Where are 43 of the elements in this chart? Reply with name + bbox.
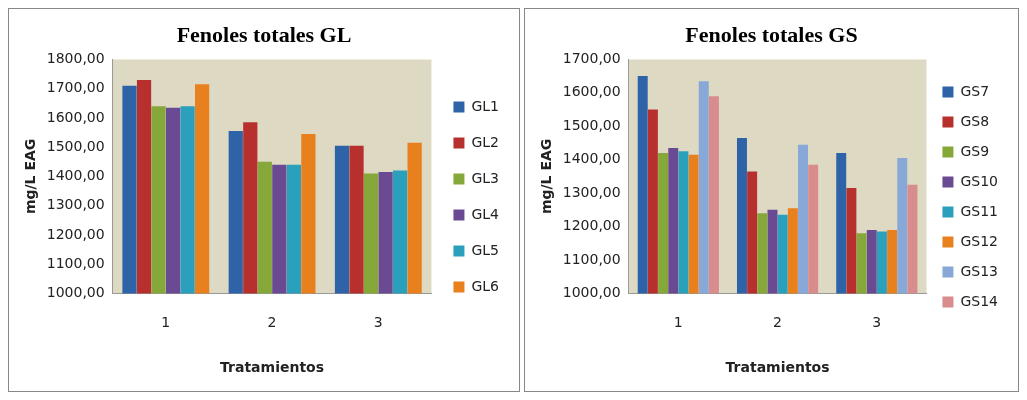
x-tick-label: 1 [161, 314, 171, 331]
y-tick-label: 1500,00 [562, 116, 621, 133]
y-tick-label: 1600,00 [46, 108, 105, 125]
y-tick-label: 1700,00 [46, 79, 105, 96]
legend-label: GS10 [960, 172, 999, 189]
y-tick-label: 1200,00 [46, 225, 105, 242]
y-axis-title: mg/L EAG [538, 138, 555, 215]
x-tick-label: 2 [267, 314, 277, 331]
legend-label: GL6 [471, 277, 500, 294]
y-tick-label: 1000,00 [46, 284, 105, 301]
y-tick-label: 1000,00 [562, 284, 621, 301]
y-axis-title: mg/L EAG [22, 138, 39, 215]
y-tick-label: 1100,00 [562, 250, 621, 267]
y-tick-label: 1500,00 [46, 137, 105, 154]
x-tick-label: 3 [373, 314, 383, 331]
x-axis-title: Tratamientos [725, 359, 830, 376]
y-tick-label: 1400,00 [46, 167, 105, 184]
y-tick-label: 1300,00 [46, 196, 105, 213]
y-tick-label: 1800,00 [46, 50, 105, 67]
legend-label: GL1 [471, 97, 500, 114]
legend-label: GS7 [960, 82, 990, 99]
y-tick-label: 1400,00 [562, 150, 621, 167]
legend-label: GL2 [471, 133, 500, 150]
chart-title: Fenoles totales GS [685, 21, 858, 47]
legend-label: GS13 [960, 262, 999, 279]
legend-label: GS8 [960, 112, 990, 129]
legend-label: GS9 [960, 142, 990, 159]
legend-label: GS14 [960, 292, 999, 309]
legend-label: GS12 [960, 232, 999, 249]
legend-label: GL5 [471, 241, 500, 258]
legend-label: GL4 [471, 205, 500, 222]
y-tick-label: 1100,00 [46, 254, 105, 271]
y-tick-label: 1200,00 [562, 217, 621, 234]
y-tick-label: 1600,00 [562, 83, 621, 100]
x-tick-label: 1 [673, 314, 683, 331]
legend-label: GL3 [471, 169, 500, 186]
x-tick-label: 2 [773, 314, 783, 331]
y-tick-label: 1300,00 [562, 183, 621, 200]
y-tick-label: 1700,00 [562, 50, 621, 67]
legend-label: GS11 [960, 202, 999, 219]
chart-title: Fenoles totales GL [176, 21, 352, 47]
x-tick-label: 3 [872, 314, 882, 331]
x-axis-title: Tratamientos [220, 359, 325, 376]
